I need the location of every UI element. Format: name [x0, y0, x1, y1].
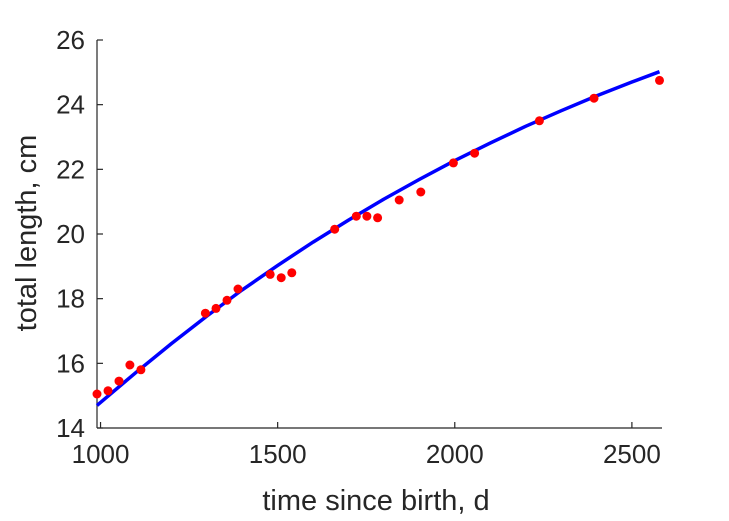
data-point [114, 376, 124, 386]
data-point [222, 295, 232, 305]
x-axis-label: time since birth, d [262, 485, 489, 517]
data-point [394, 195, 404, 205]
data-point [276, 273, 286, 283]
data-point [136, 365, 146, 375]
data-point [233, 284, 243, 294]
data-point [448, 158, 458, 168]
y-tick-label: 18 [56, 284, 85, 314]
data-point [330, 224, 340, 234]
data-point [211, 303, 221, 313]
y-tick-label: 26 [56, 25, 85, 55]
data-point [362, 211, 372, 221]
y-tick-label: 14 [56, 413, 85, 443]
data-points-layer [92, 75, 664, 399]
y-tick-label: 16 [56, 348, 85, 378]
data-point [351, 211, 361, 221]
x-tick-label: 2000 [426, 439, 484, 469]
x-tick-label: 1000 [72, 439, 130, 469]
tick-labels-layer: 1000 1500 2000 2500 14 16 18 20 22 24 26 [56, 25, 661, 469]
y-tick-label: 22 [56, 154, 85, 184]
data-point [265, 269, 275, 279]
x-tick-label: 2500 [603, 439, 661, 469]
data-point [287, 268, 297, 278]
data-point [373, 213, 383, 223]
data-point [92, 389, 102, 399]
data-point [125, 360, 135, 370]
y-tick-label: 20 [56, 219, 85, 249]
data-point [470, 148, 480, 158]
data-point [589, 93, 599, 103]
data-point [416, 187, 426, 197]
data-point [200, 308, 210, 318]
fit-curve [95, 70, 661, 407]
data-point [103, 386, 113, 396]
y-tick-label: 24 [56, 90, 85, 120]
x-tick-label: 1500 [249, 439, 307, 469]
data-point [534, 116, 544, 126]
data-point [655, 75, 664, 85]
y-axis-label: total length, cm [11, 135, 43, 332]
axes [96, 39, 662, 429]
fit-curve-layer [95, 70, 661, 407]
